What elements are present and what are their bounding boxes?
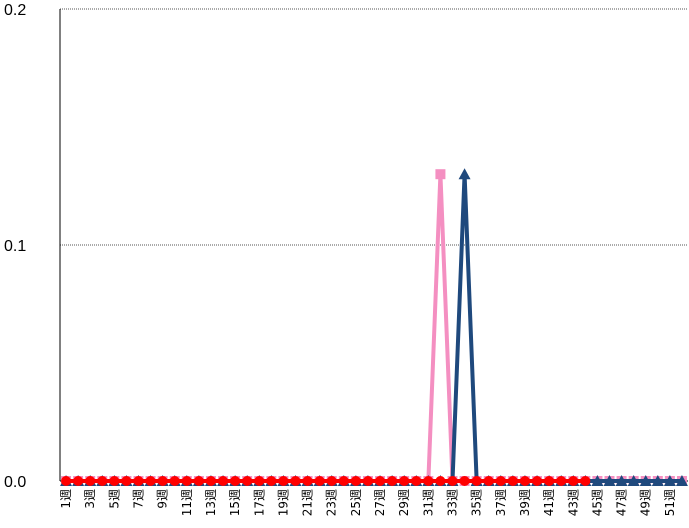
data-point xyxy=(338,476,349,486)
data-point xyxy=(61,476,72,486)
data-point xyxy=(471,476,482,486)
x-tick-label: 33週 xyxy=(446,489,460,516)
x-tick-label: 1週 xyxy=(59,489,73,509)
data-point xyxy=(290,476,301,486)
data-point xyxy=(423,476,434,486)
data-point xyxy=(242,476,253,486)
x-tick-label: 45週 xyxy=(590,489,604,516)
data-point xyxy=(447,476,458,486)
data-point xyxy=(266,476,277,486)
x-tick-label: 5週 xyxy=(107,489,121,509)
y-tick-label: 0.1 xyxy=(4,238,26,255)
data-point xyxy=(544,476,555,486)
x-tick-label: 43週 xyxy=(566,489,580,516)
x-tick-label: 37週 xyxy=(494,489,508,516)
data-point xyxy=(218,476,229,486)
y-tick-label: 0.2 xyxy=(4,2,26,19)
data-point xyxy=(145,476,156,486)
x-tick-label: 7週 xyxy=(132,489,146,509)
data-point xyxy=(302,476,313,486)
data-point xyxy=(326,476,337,486)
x-tick-label: 41週 xyxy=(542,489,556,516)
data-point xyxy=(458,168,471,180)
x-tick-label: 23週 xyxy=(325,489,339,516)
data-point xyxy=(399,476,410,486)
series-line xyxy=(66,172,682,483)
data-point xyxy=(663,475,676,486)
data-point xyxy=(459,476,470,486)
data-point xyxy=(362,476,373,486)
data-point xyxy=(375,476,386,486)
data-point xyxy=(387,476,398,486)
data-point xyxy=(169,476,180,486)
data-point xyxy=(350,476,361,486)
data-point xyxy=(314,476,325,486)
data-point xyxy=(532,476,543,486)
data-point xyxy=(205,476,216,486)
data-point xyxy=(133,476,144,486)
x-tick-label: 31週 xyxy=(421,489,435,516)
x-tick-label: 35週 xyxy=(470,489,484,516)
series-line xyxy=(66,172,682,483)
data-point xyxy=(651,475,664,486)
data-point xyxy=(627,475,640,486)
data-point xyxy=(411,476,422,486)
x-tick-label: 51週 xyxy=(663,489,677,516)
data-point xyxy=(278,476,289,486)
data-point xyxy=(97,476,108,486)
x-tick-label: 47週 xyxy=(615,489,629,516)
x-tick-label: 19週 xyxy=(276,489,290,516)
data-point xyxy=(435,169,446,180)
data-point xyxy=(109,476,120,486)
x-tick-label: 3週 xyxy=(83,489,97,509)
data-point xyxy=(254,476,265,486)
data-point xyxy=(73,476,84,486)
data-point xyxy=(507,476,518,486)
data-point xyxy=(580,476,591,486)
x-tick-label: 27週 xyxy=(373,489,387,516)
data-point xyxy=(121,476,132,486)
data-point xyxy=(157,476,168,486)
data-point xyxy=(556,476,567,486)
x-tick-label: 25週 xyxy=(349,489,363,516)
x-tick-label: 15週 xyxy=(228,489,242,516)
data-point xyxy=(615,475,628,486)
data-point xyxy=(85,476,96,486)
data-point xyxy=(435,476,446,486)
data-point xyxy=(519,476,530,486)
x-tick-label: 11週 xyxy=(180,489,194,516)
x-tick-label: 13週 xyxy=(204,489,218,516)
data-point xyxy=(675,475,688,486)
data-point xyxy=(591,475,604,486)
x-tick-label: 17週 xyxy=(252,489,266,516)
x-tick-label: 39週 xyxy=(518,489,532,516)
data-point xyxy=(483,476,494,486)
data-point xyxy=(603,475,616,486)
data-point xyxy=(639,475,652,486)
data-point xyxy=(230,476,241,486)
y-tick-label: 0.0 xyxy=(4,474,26,491)
data-point xyxy=(495,476,506,486)
x-tick-label: 49週 xyxy=(639,489,653,516)
x-tick-label: 9週 xyxy=(156,489,170,509)
x-tick-label: 21週 xyxy=(301,489,315,516)
x-tick-label: 29週 xyxy=(397,489,411,516)
data-point xyxy=(568,476,579,486)
data-point xyxy=(193,476,204,486)
data-point xyxy=(181,476,192,486)
